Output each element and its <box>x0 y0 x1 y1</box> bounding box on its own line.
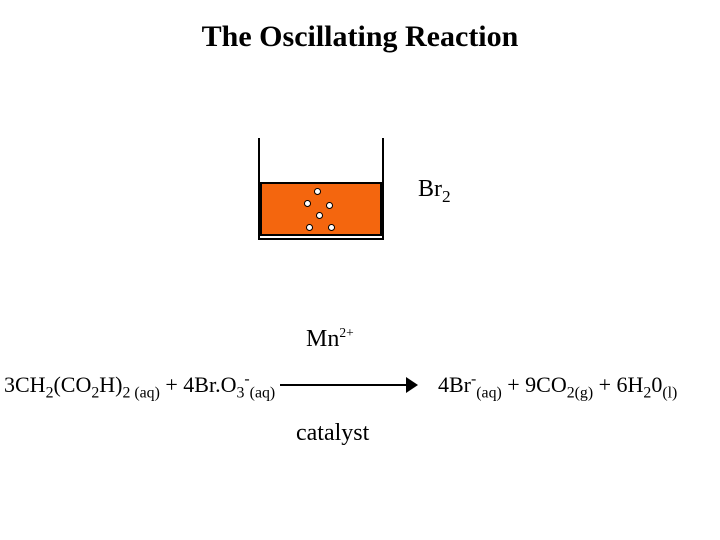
beaker-liquid <box>260 182 382 236</box>
bubble-icon <box>328 224 335 231</box>
label-br2: Br2 <box>418 176 451 203</box>
bubble-icon <box>304 200 311 207</box>
label-catalyst-bottom: catalyst <box>296 420 369 447</box>
beaker <box>258 138 384 240</box>
page-title: The Oscillating Reaction <box>0 20 720 54</box>
bubble-icon <box>326 202 333 209</box>
label-catalyst-top: Mn2+ <box>306 326 354 353</box>
bubble-icon <box>306 224 313 231</box>
equation-left: 3CH2(CO2H)2 (aq) + 4Br.O3-(aq) <box>4 372 275 398</box>
beaker-bottom-wall <box>258 238 384 240</box>
bubble-icon <box>314 188 321 195</box>
reaction-arrow-head <box>406 377 418 393</box>
equation-right: 4Br-(aq) + 9CO2(g) + 6H20(l) <box>438 372 677 398</box>
beaker-body <box>258 138 384 240</box>
bubble-icon <box>316 212 323 219</box>
reaction-arrow-line <box>280 384 406 386</box>
beaker-right-wall <box>382 138 384 240</box>
page-root: { "title": { "text": "The Oscillating Re… <box>0 0 720 540</box>
